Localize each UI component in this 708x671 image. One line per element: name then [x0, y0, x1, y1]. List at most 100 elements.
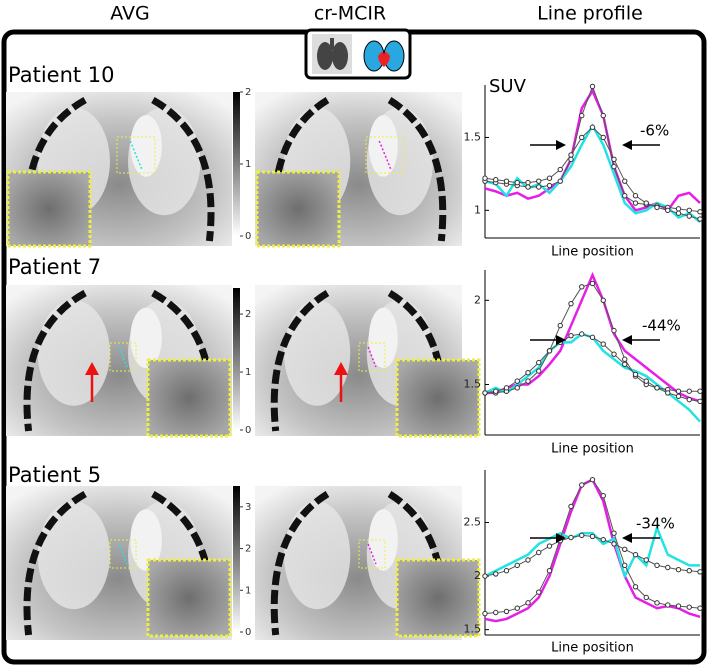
fit-marker: [611, 351, 617, 357]
fit-marker: [632, 200, 639, 206]
fit-marker: [600, 297, 606, 304]
heart: [368, 307, 398, 369]
fwhm-arrow-head: [556, 533, 566, 543]
profile-line: [484, 524, 700, 580]
fit-marker: [611, 541, 617, 547]
line-profile-chart: 1.5 2 Line position -44%: [464, 270, 703, 457]
y-label: SUV: [489, 76, 527, 97]
fit-marker: [514, 378, 520, 384]
fit-marker: [686, 604, 692, 610]
fit-marker: [600, 112, 606, 119]
fit-marker: [482, 175, 488, 181]
rib: [23, 490, 87, 636]
heart: [130, 509, 162, 571]
fit-marker: [654, 600, 660, 606]
roi-box: [358, 539, 386, 569]
fit-marker: [589, 124, 596, 130]
fit-marker: [536, 359, 542, 366]
fit-marker: [622, 178, 628, 184]
x-label: Line position: [551, 641, 634, 656]
inset: [255, 170, 341, 248]
x-label: Line position: [551, 442, 634, 457]
colorbar-label: 3: [245, 502, 251, 513]
y-tick-label: 2: [474, 293, 481, 306]
annotation: -44%: [642, 317, 681, 335]
fwhm-arrow-head: [622, 140, 632, 150]
fit-marker: [675, 393, 682, 399]
fit-marker: [514, 385, 520, 391]
fit-marker: [654, 562, 660, 569]
profile-line: [378, 140, 392, 170]
fit-marker: [665, 602, 671, 608]
fwhm-arrow-head: [622, 533, 632, 543]
fit-marker: [482, 573, 488, 579]
colorbar-label: 2: [245, 87, 251, 98]
fit-marker: [557, 322, 563, 329]
fit-marker: [525, 184, 531, 190]
rib: [23, 289, 87, 432]
lung: [283, 300, 351, 406]
y-tick-label: 1.5: [464, 377, 482, 390]
fit-marker: [589, 334, 596, 341]
y-tick-label: 2.5: [464, 516, 482, 529]
fit-marker: [686, 396, 692, 403]
inset: [146, 558, 232, 638]
roi-box: [365, 136, 405, 174]
fit-marker: [632, 371, 639, 378]
fit-marker: [697, 605, 703, 611]
roi-box: [109, 342, 137, 372]
colorbar-label: 2: [245, 544, 251, 555]
fwhm-arrow-head: [556, 140, 566, 150]
fit-marker: [665, 564, 671, 571]
colorbar-label: 0: [245, 231, 251, 242]
inset: [395, 358, 481, 438]
fit-marker: [514, 562, 520, 569]
fit-marker: [675, 206, 682, 212]
rib: [387, 97, 447, 242]
fit-marker: [632, 193, 639, 199]
fit-marker: [686, 213, 692, 219]
fit-marker: [546, 543, 553, 549]
fit-marker: [622, 562, 628, 569]
fit-marker: [568, 300, 574, 307]
fit-marker: [675, 388, 682, 394]
fit-marker: [579, 134, 585, 141]
fit-marker: [493, 388, 499, 394]
fit-marker: [536, 549, 542, 556]
profile-line: [484, 477, 701, 623]
fwhm-arrow-head: [622, 335, 632, 345]
fit-marker: [579, 532, 585, 539]
fit-marker: [579, 331, 585, 337]
profile-line: [367, 346, 377, 368]
fit-marker: [525, 600, 531, 606]
fit-marker: [643, 200, 649, 206]
fwhm-arrow-head: [556, 335, 566, 345]
fit-marker: [525, 557, 531, 563]
profile-line: [367, 543, 377, 565]
fit-marker: [536, 184, 542, 190]
fit-marker: [579, 482, 585, 488]
fit-marker: [503, 568, 510, 574]
fit-marker: [589, 280, 596, 287]
patient-label: Patient 10: [8, 63, 115, 87]
fit-marker: [514, 179, 520, 186]
fit-marker: [686, 388, 692, 394]
fit-marker: [643, 594, 649, 601]
fit-marker: [525, 179, 531, 186]
fit-marker: [622, 356, 628, 362]
fit-marker: [503, 608, 510, 615]
column-header: AVG: [110, 3, 150, 25]
fit-marker: [654, 204, 660, 211]
fit-marker: [697, 388, 703, 394]
fit-marker: [611, 163, 617, 170]
fit-marker: [579, 112, 585, 119]
colorbar-label: 2: [245, 309, 251, 320]
roi-box: [358, 342, 386, 372]
red-arrow-head: [85, 362, 99, 375]
fit-marker: [568, 534, 574, 541]
fit-marker: [546, 568, 553, 574]
fit-marker: [686, 568, 692, 574]
heart: [130, 307, 162, 369]
line-profile-chart: 1 1.5 SUV Line position -6%: [464, 76, 703, 260]
